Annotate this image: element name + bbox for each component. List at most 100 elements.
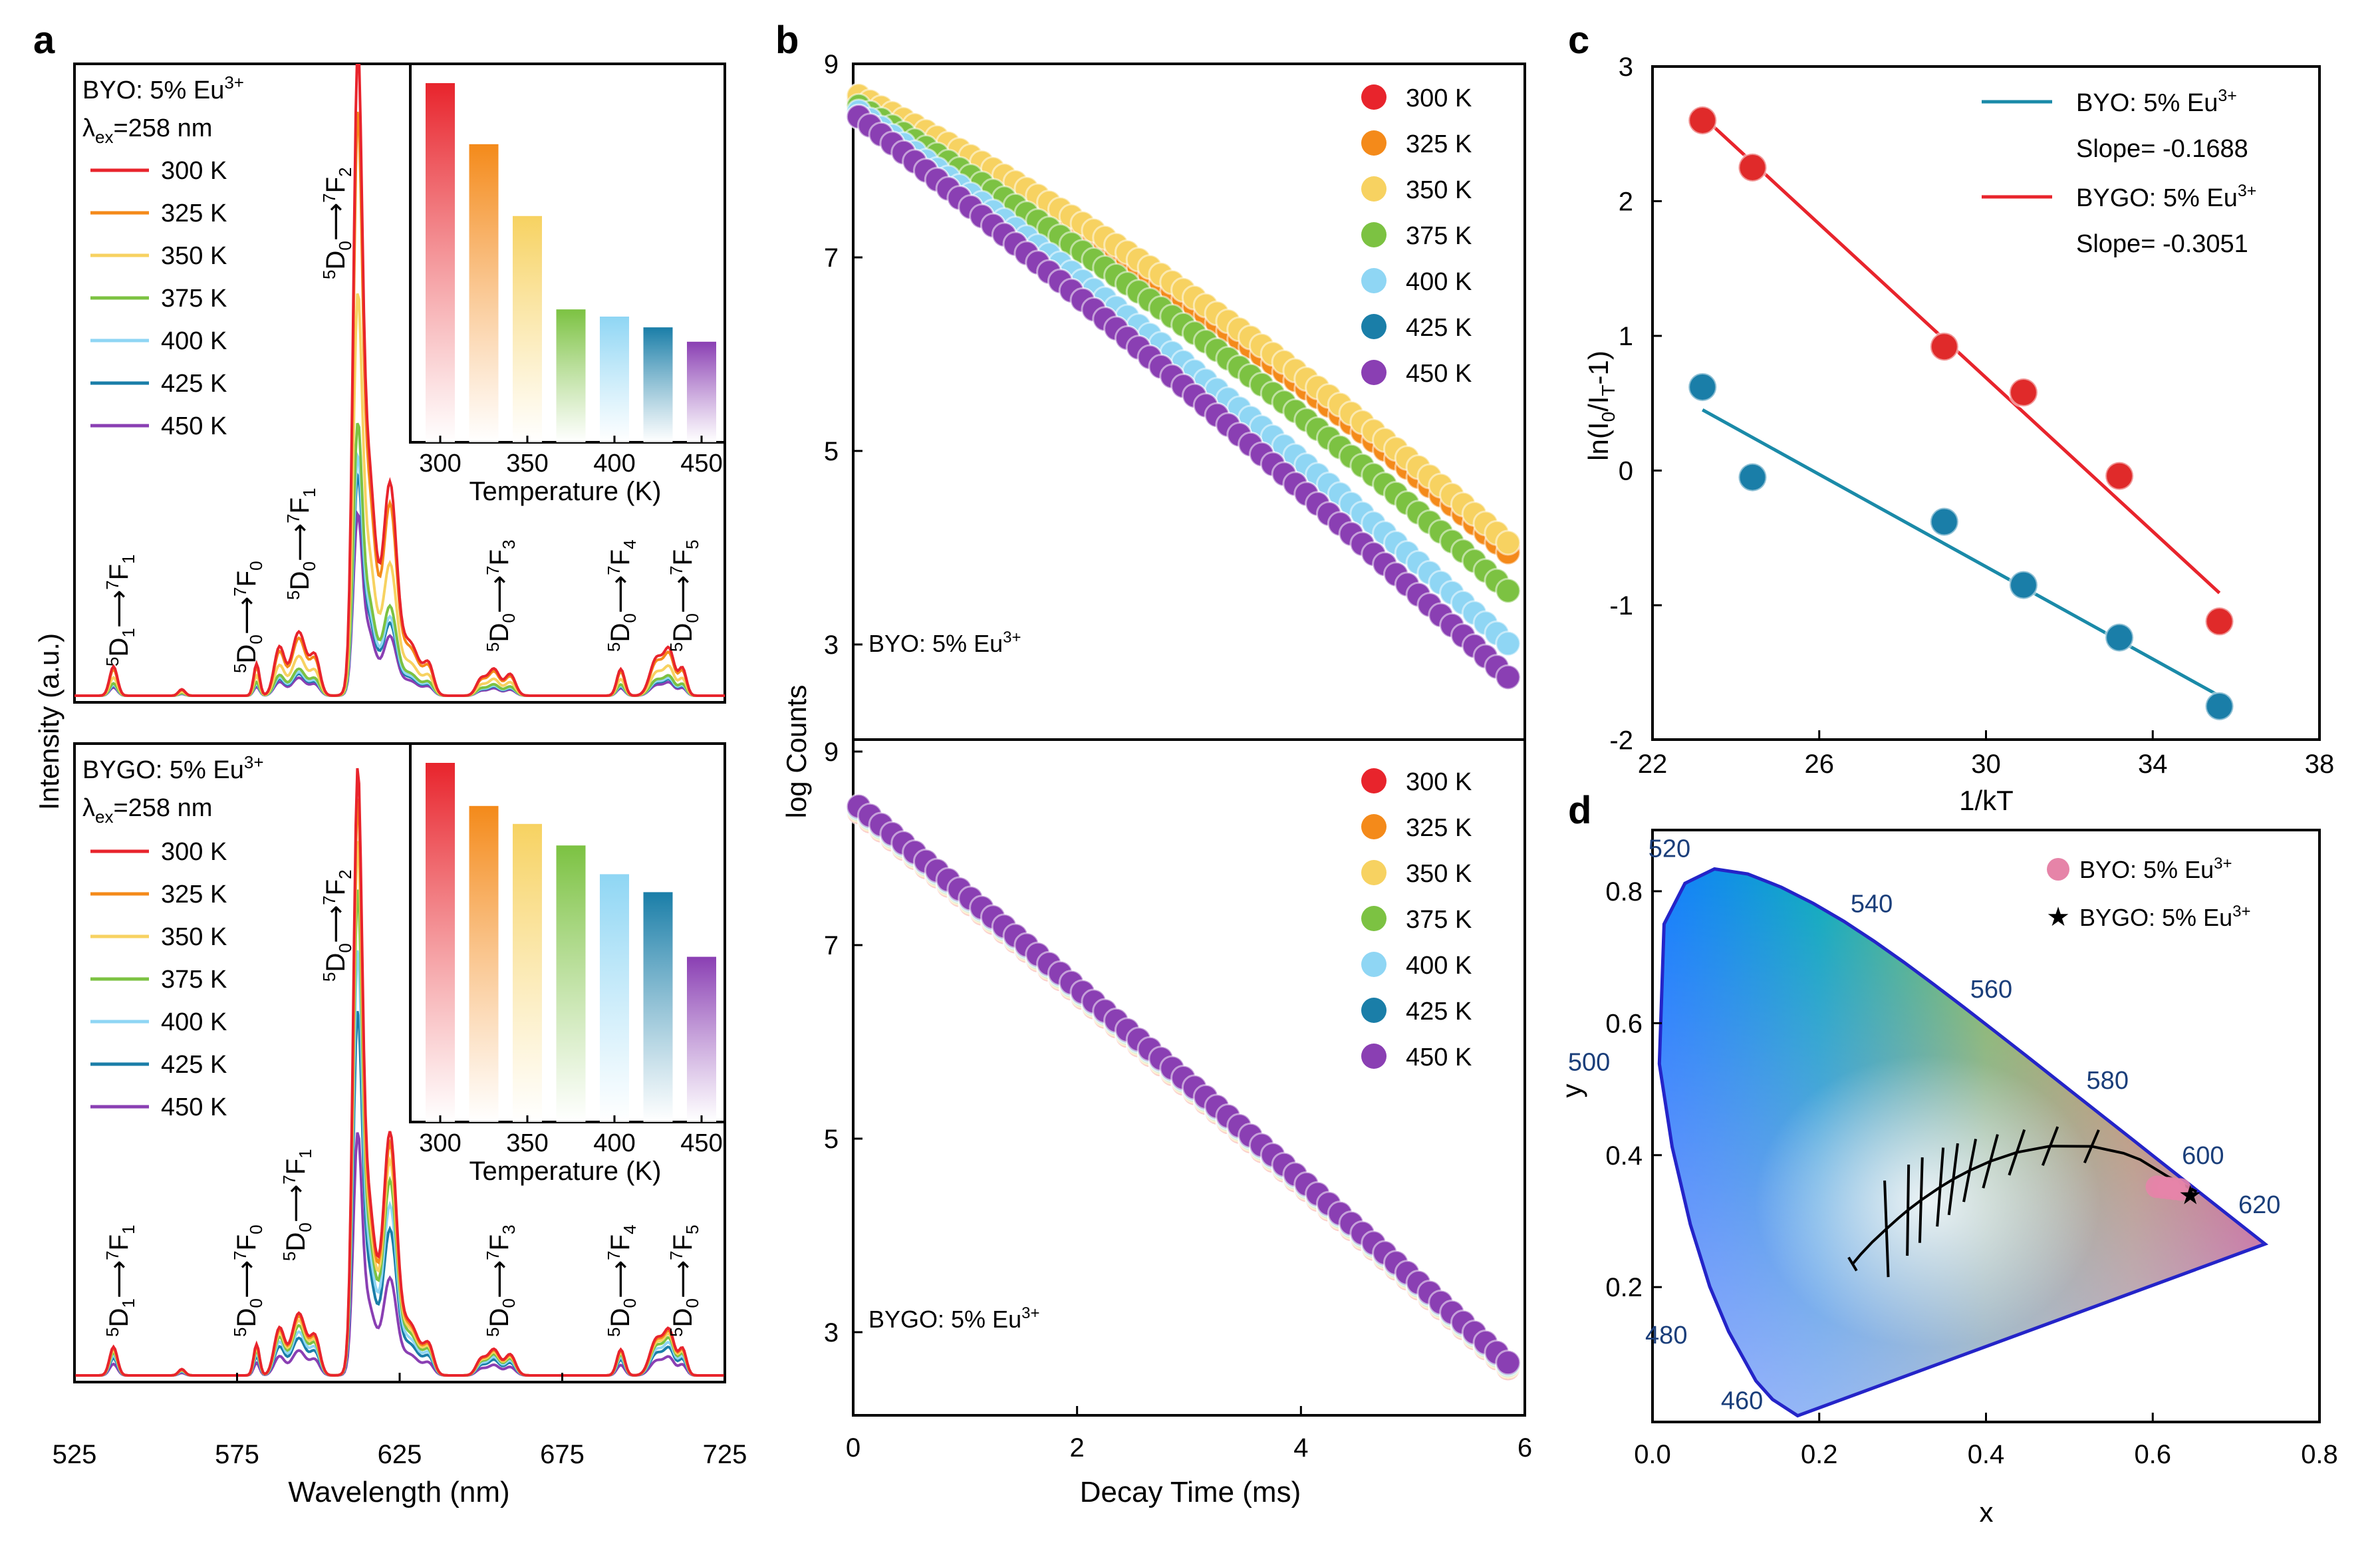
a-top-legend-label-425k: 425 K (161, 370, 227, 398)
b-bottom-frame (852, 738, 1526, 1417)
a-bottom-legend-label-450k: 450 K (161, 1093, 227, 1121)
b-bottom-legend-marker-425k (1361, 998, 1387, 1023)
a-top-inset-bar-450 (687, 341, 716, 442)
b-top-points (845, 82, 1521, 690)
b-bottom-legend-label-425k: 425 K (1406, 998, 1472, 1026)
a-top-excitation-label: λex=258 nm (82, 114, 212, 147)
a-top-inset-tick-label-350: 350 (506, 450, 548, 478)
cie-wavelength-label-580: 580 (2087, 1067, 2129, 1095)
b-bottom-legend-label-450k: 450 K (1406, 1044, 1472, 1071)
a-bottom-inset-bar-400 (600, 874, 629, 1122)
b-ticks: 3 3 5 5 7 7 9 9 0 2 4 6 (824, 50, 1532, 1463)
isotherm-tick (1962, 1139, 1978, 1202)
a-top-inset-bar-375 (556, 309, 586, 442)
b-top-legend-label-350k: 350 K (1406, 176, 1472, 204)
a-bottom-inset-bar-450 (687, 956, 716, 1122)
b-x-tick-label-0: 0 (846, 1433, 860, 1463)
isotherm-tick (2041, 1126, 2059, 1167)
isotherm-tick (1918, 1157, 1924, 1243)
c-bygo-point (2204, 606, 2235, 637)
b-bottom-legend-label-400k: 400 K (1406, 952, 1472, 980)
c-xlabel: 1/kT (1959, 785, 2014, 816)
d-y-tick-label-0.2: 0.2 (1605, 1273, 1643, 1302)
panel-a: a BYO: 5% Eu3+ λex=258 nm 300 K 325 K 350 … (33, 19, 747, 1508)
b-bottom-legend-marker-300k (1361, 768, 1387, 793)
a-xlabel: Wavelength (nm) (288, 1476, 509, 1508)
a-ylabel: Intensity (a.u.) (33, 633, 65, 810)
a-bottom-inset-bar-375 (556, 845, 586, 1122)
planckian-end-tick (1847, 1256, 1858, 1272)
b-top-legend-label-450k: 450 K (1406, 360, 1472, 388)
b-top-sample-label: BYO: 5% Eu3+ (868, 629, 1021, 657)
b-top-legend: 300 K 325 K 350 K 375 K 400 K 425 K 450 K (1361, 84, 1472, 388)
a-bottom-legend-label-300k: 300 K (161, 838, 227, 866)
a-bottom-transition-d0f5: 5D0⟶7F5 (666, 1224, 702, 1337)
a-bottom-inset-bar-425 (643, 892, 673, 1122)
panel-d: d ★ 460 480 500 520 540 560 580 600 620 0.0 0.2 0.4… (1556, 789, 2338, 1528)
a-x-tick-label-675: 675 (540, 1440, 585, 1469)
c-byo-point (2008, 569, 2039, 601)
c-legend-byo-label: BYO: 5% Eu3+ (2076, 86, 2237, 117)
a-bottom-transition-d0f4: 5D0⟶7F4 (604, 1224, 640, 1337)
d-legend-bygo-marker: ★ (2046, 903, 2070, 932)
b-xlabel: Decay Time (ms) (1080, 1476, 1301, 1508)
planckian-locus (1851, 1145, 2198, 1265)
c-bygo-point (2008, 377, 2039, 408)
b-top-legend-label-400k: 400 K (1406, 268, 1472, 296)
b-top-legend-marker-425k (1361, 314, 1387, 339)
b-top-legend-marker-375k (1361, 222, 1387, 247)
a-bottom-transition-d0f2: 5D0⟶7F2 (319, 869, 355, 982)
c-legend-bygo-label: BYGO: 5% Eu3+ (2076, 182, 2256, 212)
b-bottom-point-450k (1495, 1349, 1521, 1376)
b-top-legend-marker-325k (1361, 130, 1387, 156)
a-bottom-excitation-label: λex=258 nm (82, 794, 212, 827)
b-bottom-legend-label-350k: 350 K (1406, 860, 1472, 888)
b-top-legend-label-325k: 325 K (1406, 130, 1472, 158)
a-top-inset-tick-label-450: 450 (680, 450, 722, 478)
panel-label-c: c (1568, 19, 1589, 62)
b-x-tick-label-6: 6 (1518, 1433, 1532, 1463)
a-bottom-transition-d1f1: 5D1⟶7F1 (102, 1224, 138, 1337)
c-bygo-point (1928, 331, 1960, 362)
b-bottom-legend-marker-400k (1361, 952, 1387, 977)
d-legend-byo-marker (2047, 858, 2069, 881)
b-bottom-y-tick-label-3: 3 (824, 1318, 839, 1347)
a-bottom-legend-label-350k: 350 K (161, 923, 227, 951)
c-x-tick-label-26: 26 (1805, 750, 1835, 779)
cie-bygo-point: ★ (2179, 1181, 2202, 1210)
c-y-tick-label--2: -2 (1609, 726, 1633, 756)
c-legend-bygo-slope: Slope= -0.3051 (2076, 230, 2248, 258)
c-bygo-point (1737, 152, 1768, 183)
d-y-tick-label-0.8: 0.8 (1605, 877, 1643, 907)
a-bottom-transition-d0f3: 5D0⟶7F3 (483, 1224, 519, 1337)
isotherm-tick (1936, 1147, 1945, 1227)
panel-label-d: d (1568, 789, 1591, 832)
b-top-y-tick-label-5: 5 (824, 437, 839, 466)
d-y-tick-label-0.4: 0.4 (1605, 1141, 1643, 1171)
c-byo-point (2204, 690, 2235, 722)
panel-a-bottom-spectra (74, 768, 725, 1377)
a-top-transition-d0f1: 5D0⟶7F1 (283, 488, 319, 600)
b-top-legend-label-425k: 425 K (1406, 314, 1472, 342)
a-x-tick-label-525: 525 (53, 1440, 97, 1469)
d-x-tick-label-0.6: 0.6 (2134, 1440, 2171, 1469)
b-bottom-legend-marker-375k (1361, 906, 1387, 931)
b-top-point-375k (1495, 577, 1521, 604)
a-top-legend: 300 K 325 K 350 K 375 K 400 K 425 K 450 K (90, 157, 227, 440)
a-bottom-inset-bar-325 (469, 805, 499, 1122)
a-bottom-sample-label: BYGO: 5% Eu3+ (82, 752, 264, 784)
isotherm-tick (1982, 1134, 1999, 1189)
cie-white-center (1754, 1055, 2101, 1348)
c-plot (1687, 105, 2235, 722)
a-bottom-legend-label-325k: 325 K (161, 881, 227, 909)
c-legend-byo-slope: Slope= -0.1688 (2076, 135, 2248, 163)
b-bottom-legend-marker-350k (1361, 860, 1387, 885)
a-bottom-spectrum-300k (74, 768, 725, 1377)
c-x-tick-label-38: 38 (2305, 750, 2335, 779)
c-x-tick-label-30: 30 (1971, 750, 2001, 779)
a-top-transition-d0f4: 5D0⟶7F4 (604, 539, 640, 652)
b-bottom-legend-marker-450k (1361, 1044, 1387, 1069)
a-bottom-inset: Temperature (K) 300 350 400 450 (409, 742, 726, 1186)
panel-label-b: b (775, 19, 799, 62)
a-bottom-transition-d0f1: 5D0⟶7F1 (279, 1149, 315, 1261)
